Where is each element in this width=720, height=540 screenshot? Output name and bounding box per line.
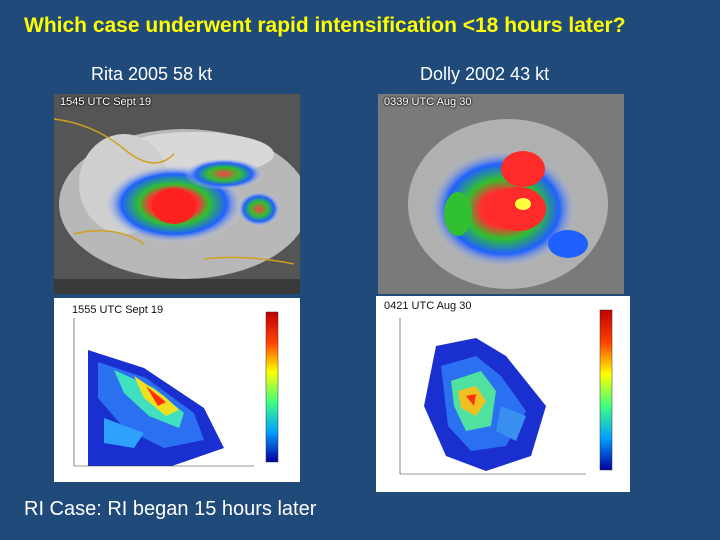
dolly-ir-timestamp: 0339 UTC Aug 30 [384,96,472,108]
footer-conclusion: RI Case: RI began 15 hours later [24,498,317,520]
dolly-radar-image: 0421 UTC Aug 30 [376,296,630,492]
rita-radar-timestamp: 1555 UTC Sept 19 [72,304,164,316]
rita-ir-image: 1545 UTC Sept 19 [54,94,300,294]
case-label-dolly: Dolly 2002 43 kt [420,64,550,84]
dolly-ir-image: 0339 UTC Aug 30 [378,94,624,294]
dolly-radar-timestamp: 0421 UTC Aug 30 [384,300,472,312]
slide-title: Which case underwent rapid intensificati… [24,14,626,37]
rita-radar-image: 1555 UTC Sept 19 [54,298,300,482]
case-label-rita: Rita 2005 58 kt [91,64,213,84]
rita-ir-timestamp: 1545 UTC Sept 19 [60,96,152,108]
